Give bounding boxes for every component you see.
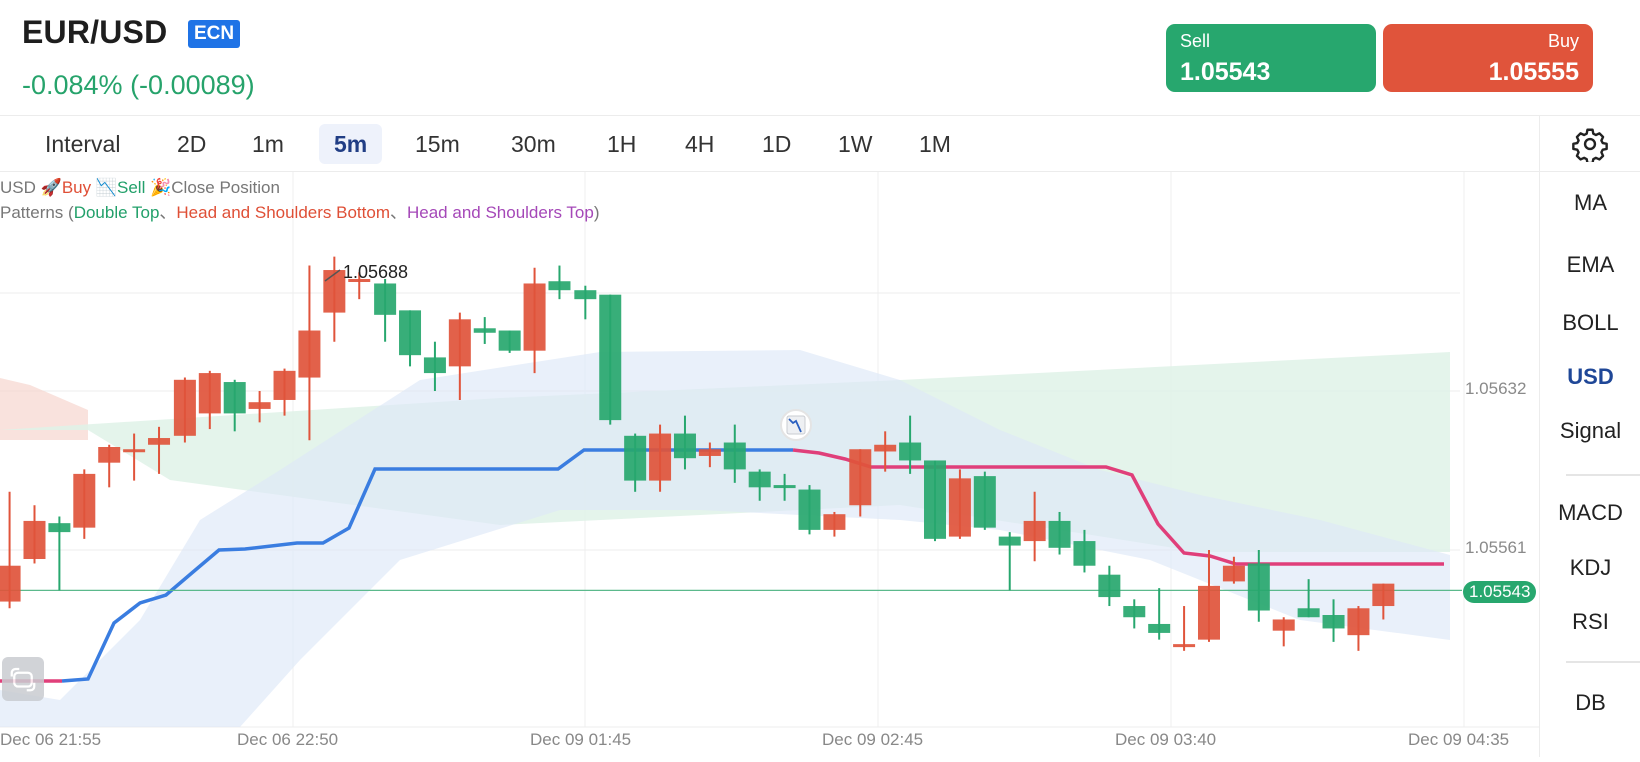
high-price-label: 1.05688: [343, 262, 409, 282]
ecn-badge: ECN: [188, 20, 241, 48]
indicator-usd[interactable]: USD: [1567, 364, 1614, 389]
indicator-db[interactable]: DB: [1575, 690, 1606, 715]
buy-label: Buy: [1547, 31, 1579, 51]
legend-buy: Buy: [61, 178, 92, 197]
party-popper-icon: 🎉: [150, 178, 172, 197]
divider: [1566, 474, 1640, 476]
header: EUR/USD ECN -0.084% (-0.00089) Sell 1.05…: [0, 0, 1640, 116]
time-axis-label: Dec 09 02:45: [822, 730, 924, 749]
price-chart[interactable]: [0, 172, 1539, 757]
switch-icon: [10, 667, 36, 692]
interval-1w[interactable]: 1W: [838, 131, 873, 157]
buy-button[interactable]: Buy 1.05555: [1383, 24, 1593, 92]
interval-1m[interactable]: 1m: [252, 131, 284, 157]
pattern-hs-top: Head and Shoulders Top: [407, 203, 594, 222]
time-axis-label: Dec 09 01:45: [530, 730, 632, 749]
last-price-badge: 1.05543: [1463, 581, 1537, 603]
patterns-legend: Patterns (Double Top、Head and Shoulders …: [0, 198, 600, 223]
sell-label: Sell: [1180, 31, 1211, 51]
interval-30m[interactable]: 30m: [511, 131, 556, 157]
legend-prefix: USD: [0, 178, 36, 197]
indicator-ma[interactable]: MA: [1574, 190, 1607, 215]
indicator-rsi[interactable]: RSI: [1572, 609, 1609, 634]
interval-4h[interactable]: 4H: [685, 131, 715, 157]
indicator-boll[interactable]: BOLL: [1562, 310, 1619, 335]
candlestick-chart[interactable]: [0, 172, 1539, 757]
settings-button[interactable]: [1539, 116, 1640, 172]
sell-price: 1.05543: [1180, 58, 1271, 86]
time-axis-label: Dec 06 21:55: [0, 730, 102, 749]
rocket-icon: 🚀: [40, 178, 62, 197]
indicator-ema[interactable]: EMA: [1566, 252, 1615, 277]
interval-interval[interactable]: Interval: [45, 131, 121, 157]
gear-icon: [1572, 128, 1608, 162]
legend-close-position: Close Position: [171, 178, 280, 197]
separator: 、: [390, 203, 407, 222]
indicator-signal[interactable]: Signal: [1559, 418, 1622, 443]
interval-1d[interactable]: 1D: [762, 131, 792, 157]
buy-price: 1.05555: [1488, 58, 1579, 86]
chart-down-icon: [786, 415, 806, 435]
indicator-macd[interactable]: MACD: [1558, 500, 1623, 525]
time-axis-label: Dec 09 03:40: [1115, 730, 1217, 749]
indicator-kdj[interactable]: KDJ: [1569, 555, 1612, 580]
price-axis-label: 1.05561: [1465, 538, 1527, 557]
divider: [1566, 661, 1640, 663]
legend-sell: Sell: [117, 178, 146, 197]
sell-button[interactable]: Sell 1.05543: [1166, 24, 1376, 92]
interval-5m[interactable]: 5m: [319, 124, 383, 164]
interval-bar: Interval 2D 1m 5m 15m 30m 1H 4H 1D 1W 1M: [0, 116, 1539, 172]
signal-legend: USD 🚀Buy 📉Sell 🎉Close Position: [0, 178, 280, 198]
price-change: -0.084% (-0.00089): [22, 70, 255, 100]
patterns-suffix: ): [593, 203, 600, 222]
time-axis-label: Dec 09 04:35: [1408, 730, 1510, 749]
time-axis-label: Dec 06 22:50: [237, 730, 339, 749]
interval-1m[interactable]: 1M: [919, 131, 951, 157]
chart-down-icon: 📉: [95, 178, 118, 197]
separator: 、: [159, 203, 177, 222]
toggle-view-button[interactable]: [2, 657, 44, 701]
patterns-prefix: Patterns (: [0, 203, 74, 222]
interval-1h[interactable]: 1H: [607, 131, 637, 157]
symbol-title: EUR/USD: [22, 14, 168, 50]
interval-15m[interactable]: 15m: [415, 131, 460, 157]
pattern-double-top: Double Top: [73, 203, 160, 222]
indicator-panel: MA EMA BOLL USD Signal MACD KDJ RSI DB: [1539, 172, 1640, 757]
sell-signal-marker[interactable]: [780, 409, 812, 441]
price-axis-label: 1.05632: [1465, 379, 1527, 398]
interval-2d[interactable]: 2D: [177, 131, 207, 157]
pattern-hs-bottom: Head and Shoulders Bottom: [176, 203, 390, 222]
